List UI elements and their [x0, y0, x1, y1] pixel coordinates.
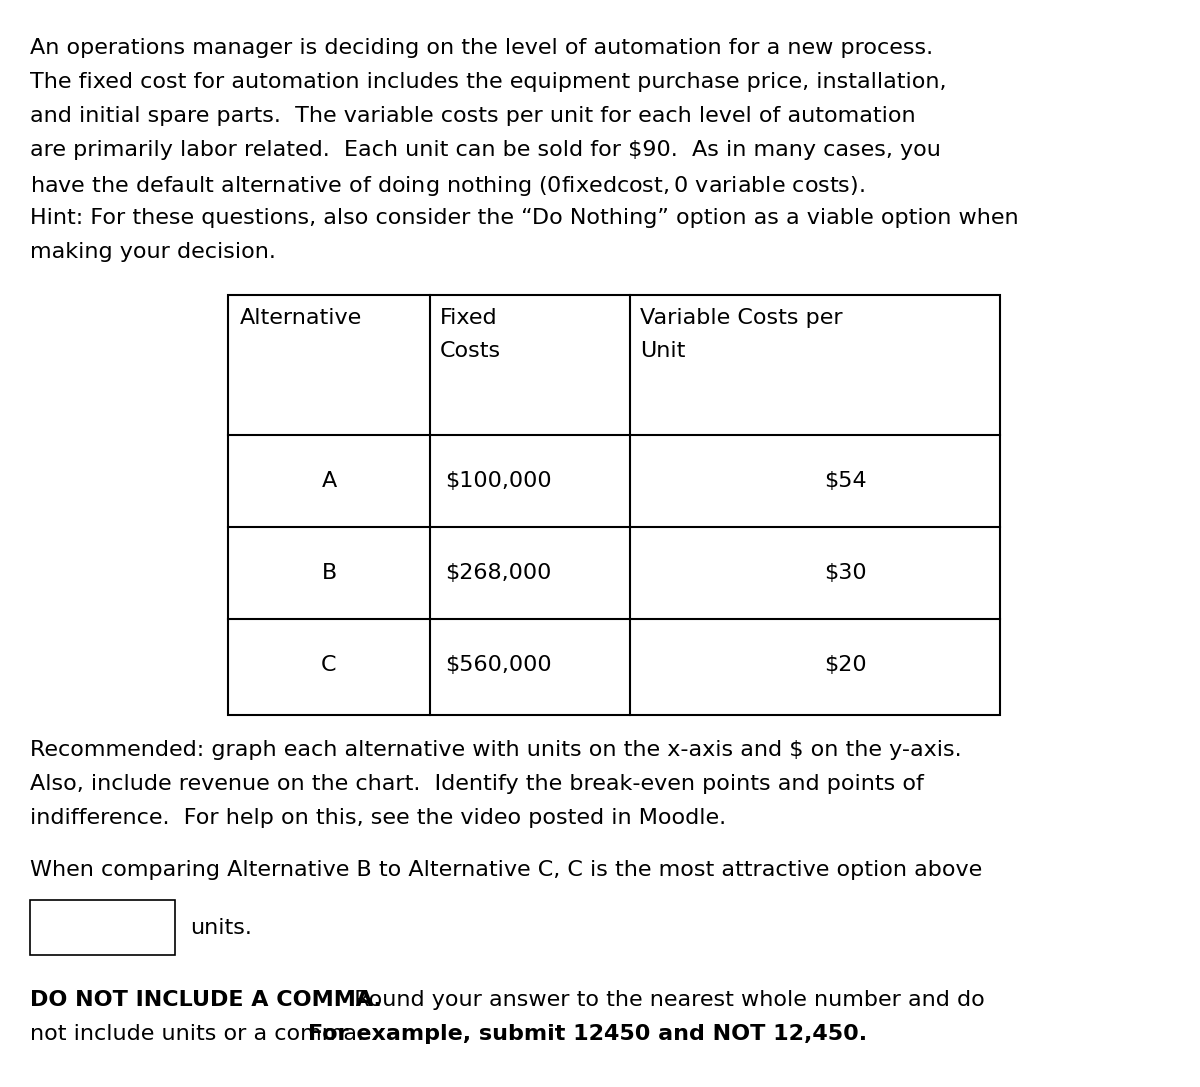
Text: have the default alternative of doing nothing ($0 fixed cost, $0 variable costs): have the default alternative of doing no… [30, 174, 865, 198]
Text: are primarily labor related.  Each unit can be sold for $90.  As in many cases, : are primarily labor related. Each unit c… [30, 140, 941, 160]
Text: Variable Costs per
Unit: Variable Costs per Unit [640, 308, 842, 361]
Text: indifference.  For help on this, see the video posted in Moodle.: indifference. For help on this, see the … [30, 808, 726, 828]
Text: C: C [322, 655, 337, 675]
Text: $100,000: $100,000 [445, 471, 552, 491]
Text: $20: $20 [823, 655, 866, 675]
Text: DO NOT INCLUDE A COMMA.: DO NOT INCLUDE A COMMA. [30, 990, 382, 1010]
Text: not include units or a comma.: not include units or a comma. [30, 1024, 378, 1044]
Text: $560,000: $560,000 [445, 655, 552, 675]
Text: A: A [322, 471, 337, 491]
Text: Alternative: Alternative [240, 308, 362, 328]
Text: $268,000: $268,000 [445, 563, 551, 583]
Text: For example, submit 12450 and NOT 12,450.: For example, submit 12450 and NOT 12,450… [308, 1024, 868, 1044]
Text: The fixed cost for automation includes the equipment purchase price, installatio: The fixed cost for automation includes t… [30, 72, 947, 92]
Text: units.: units. [190, 917, 252, 937]
Text: Fixed
Costs: Fixed Costs [440, 308, 502, 361]
Bar [30, 900, 175, 955]
Text: When comparing Alternative B to Alternative C, C is the most attractive option a: When comparing Alternative B to Alternat… [30, 860, 983, 880]
Text: $30: $30 [823, 563, 866, 583]
Text: Also, include revenue on the chart.  Identify the break-even points and points o: Also, include revenue on the chart. Iden… [30, 774, 924, 794]
Text: Recommended: graph each alternative with units on the x-axis and $ on the y-axis: Recommended: graph each alternative with… [30, 740, 961, 760]
Text: An operations manager is deciding on the level of automation for a new process.: An operations manager is deciding on the… [30, 38, 934, 58]
Text: and initial spare parts.  The variable costs per unit for each level of automati: and initial spare parts. The variable co… [30, 107, 916, 126]
Text: B: B [322, 563, 337, 583]
Text: Round your answer to the nearest whole number and do: Round your answer to the nearest whole n… [340, 990, 985, 1010]
Bar [228, 295, 1000, 715]
Text: making your decision.: making your decision. [30, 242, 276, 262]
Text: Hint: For these questions, also consider the “Do Nothing” option as a viable opt: Hint: For these questions, also consider… [30, 208, 1019, 228]
Text: $54: $54 [823, 471, 866, 491]
